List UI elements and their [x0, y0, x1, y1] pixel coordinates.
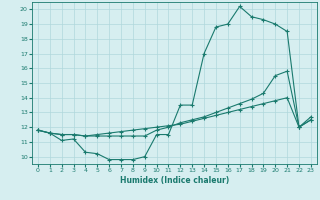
- X-axis label: Humidex (Indice chaleur): Humidex (Indice chaleur): [120, 176, 229, 185]
